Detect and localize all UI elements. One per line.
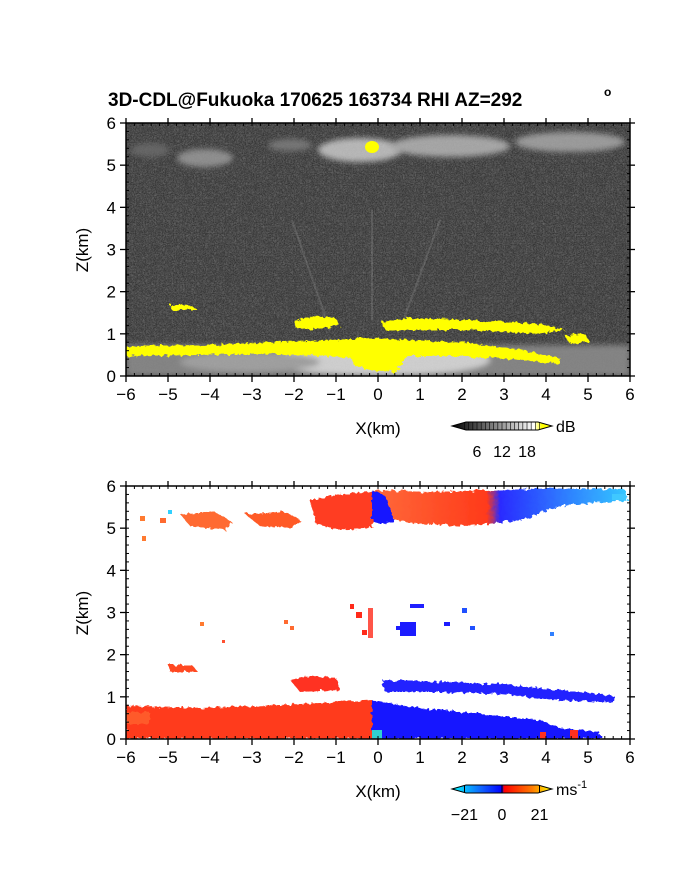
reflectivity-xtick-label: 4: [541, 385, 550, 404]
velocity-xlabel: X(km): [355, 782, 400, 801]
reflectivity-ytick-label: 4: [107, 198, 116, 217]
reflectivity-ylabel: Z(km): [73, 228, 92, 272]
reflectivity-xtick-label: 1: [415, 385, 424, 404]
velocity-xtick-label: 2: [457, 748, 466, 767]
velocity-ytick-label: 5: [107, 519, 116, 538]
velocity-xtick-label: −5: [158, 748, 177, 767]
reflectivity-ytick-label: 3: [107, 241, 116, 260]
reflectivity-xtick-label: 0: [373, 385, 382, 404]
reflectivity-field: [126, 123, 630, 376]
velocity-ytick-label: 0: [107, 730, 116, 749]
figure-title-degree: o: [604, 85, 611, 99]
reflectivity-ytick-label: 2: [107, 283, 116, 302]
velocity-colorbar: −21 0 21 ms-1: [450, 779, 587, 824]
velocity-colorbar-unit: ms-1: [556, 779, 587, 799]
scattered-echoes: [140, 494, 626, 739]
reflectivity-colorbar-unit: dB: [556, 419, 576, 436]
reflectivity-xtick-label: −3: [242, 385, 261, 404]
velocity-axes: −6 −5 −4 −3 −2 −1 0 1 2 3 4 5 6 0 1 2 3 4 5 6: [107, 477, 635, 767]
velocity-xtick-label: 5: [583, 748, 592, 767]
velocity-xtick-label: 0: [373, 748, 382, 767]
velocity-colorbar-tick: 0: [498, 807, 507, 824]
velocity-xtick-label: 6: [625, 748, 634, 767]
velocity-xtick-label: −1: [326, 748, 345, 767]
reflectivity-axes: −6 −5 −4 −3 −2 −1 0 1 2 3 4 5 6 0 1 2 3 4 5 6: [107, 114, 635, 404]
reflectivity-ytick-label: 1: [107, 325, 116, 344]
velocity-colorbar-tick: −21: [451, 807, 478, 824]
velocity-xtick-label: −4: [200, 748, 219, 767]
velocity-panel: −6 −5 −4 −3 −2 −1 0 1 2 3 4 5 6 0 1 2 3 4 5 6 X(km) Z(km) −…: [73, 477, 635, 824]
velocity-colorbar-tick: 21: [531, 807, 549, 824]
figure-title: 3D-CDL@Fukuoka 170625 163734 RHI AZ=292: [108, 90, 522, 111]
velocity-ytick-label: 3: [107, 604, 116, 623]
velocity-xtick-label: −2: [284, 748, 303, 767]
reflectivity-colorbar-tick: 6: [473, 444, 482, 461]
reflectivity-ytick-label: 6: [107, 114, 116, 133]
velocity-ytick-label: 2: [107, 646, 116, 665]
reflectivity-xtick-label: −6: [116, 385, 135, 404]
reflectivity-xtick-label: −4: [200, 385, 219, 404]
velocity-xtick-label: 4: [541, 748, 550, 767]
velocity-xtick-label: −6: [116, 748, 135, 767]
velocity-ytick-label: 6: [107, 477, 116, 496]
reflectivity-xlabel: X(km): [355, 419, 400, 438]
reflectivity-xtick-label: 5: [583, 385, 592, 404]
velocity-ytick-label: 1: [107, 688, 116, 707]
reflectivity-colorbar: 6 12 18 dB: [450, 419, 576, 461]
velocity-field: [126, 486, 630, 739]
reflectivity-xtick-label: −1: [326, 385, 345, 404]
reflectivity-xtick-label: 2: [457, 385, 466, 404]
reflectivity-xtick-label: 6: [625, 385, 634, 404]
reflectivity-colorbar-tick: 18: [518, 444, 536, 461]
reflectivity-ytick-label: 5: [107, 156, 116, 175]
reflectivity-xtick-label: 3: [499, 385, 508, 404]
velocity-ytick-label: 4: [107, 561, 116, 580]
reflectivity-colorbar-tick: 12: [493, 444, 511, 461]
velocity-ylabel: Z(km): [73, 591, 92, 635]
reflectivity-xtick-label: −2: [284, 385, 303, 404]
reflectivity-xtick-label: −5: [158, 385, 177, 404]
velocity-xtick-label: 1: [415, 748, 424, 767]
reflectivity-ytick-label: 0: [107, 367, 116, 386]
upper-echo-peak: [365, 141, 379, 153]
velocity-xtick-label: 3: [499, 748, 508, 767]
velocity-xtick-label: −3: [242, 748, 261, 767]
